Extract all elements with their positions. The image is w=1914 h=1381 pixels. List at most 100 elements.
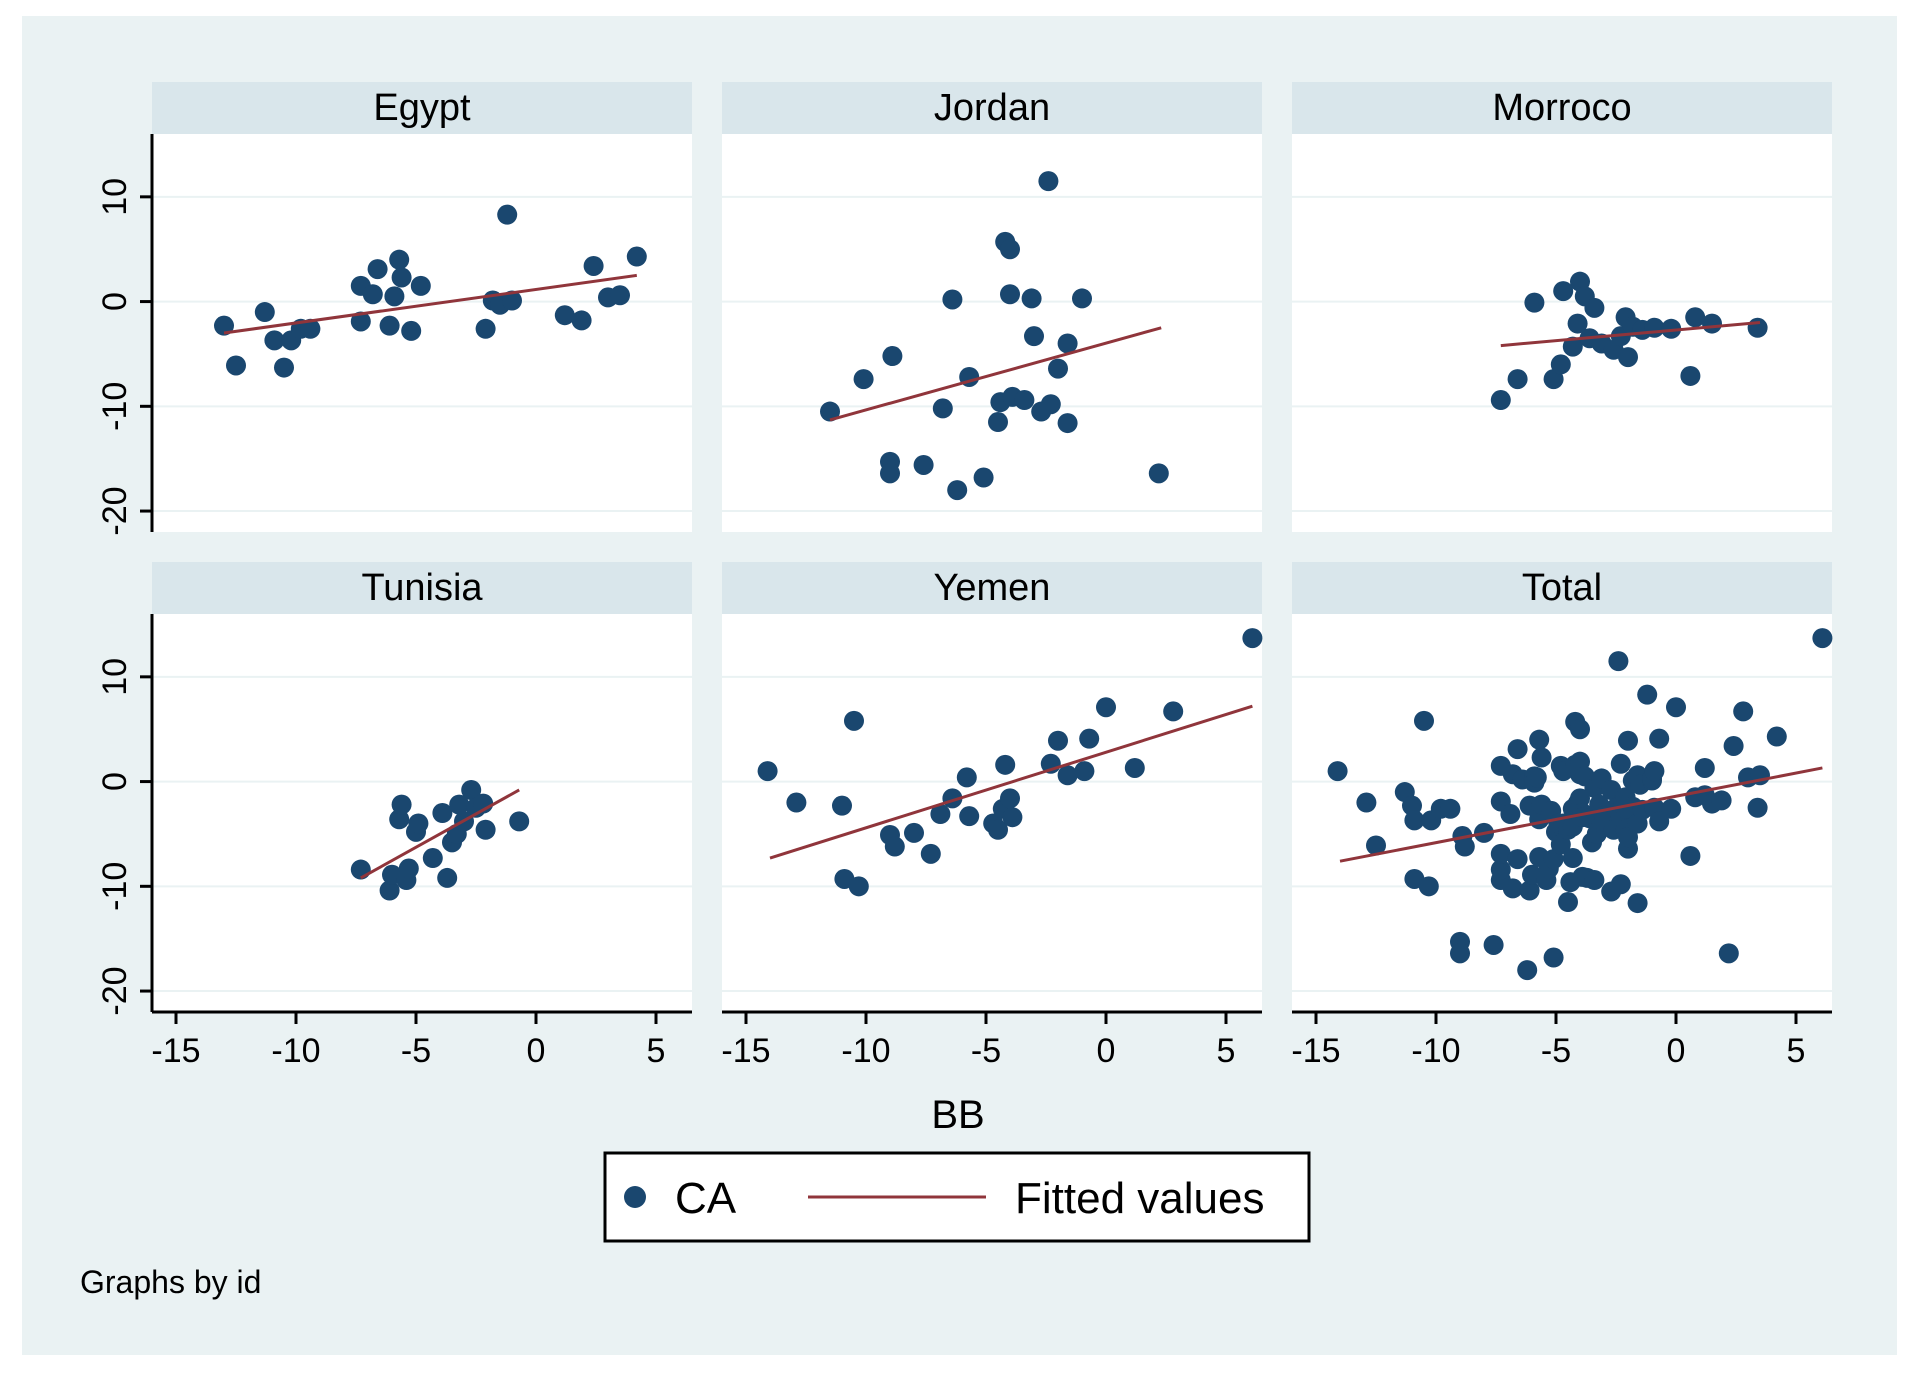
data-point-yemen [884,836,905,857]
x-tick-label: -15 [1291,1032,1340,1070]
data-point-total [1519,880,1540,901]
data-point-total [1733,701,1754,722]
data-point-egypt [379,315,400,336]
data-point-tunisia [379,880,400,901]
y-tick-label: 10 [96,178,134,216]
plot-area-tunisia [152,614,692,1012]
data-point-jordan [882,346,903,367]
data-point-yemen [995,754,1016,775]
data-point-tunisia [422,848,443,869]
plot-area-egypt [152,134,692,532]
y-tick-label: 10 [96,658,134,696]
data-point-total [1490,843,1511,864]
data-point-yemen [1242,628,1263,649]
data-point-total [1570,719,1590,740]
data-point-jordan [880,463,900,484]
plot-area-morroco [1292,134,1832,532]
data-point-total [1440,798,1461,819]
data-point-yemen [904,822,924,843]
data-point-total [1418,876,1439,897]
x-tick-label: 5 [1787,1032,1806,1070]
data-point-tunisia [391,794,412,815]
data-point-egypt [367,259,388,280]
data-point-total [1450,943,1470,964]
data-point-morroco [1618,347,1638,368]
data-point-total [1502,878,1523,899]
panel-title-egypt: Egypt [373,87,471,129]
data-point-total [1644,761,1665,782]
panel-title-yemen: Yemen [934,567,1051,609]
data-point-jordan [913,454,934,475]
graphs-by-note: Graphs by id [80,1264,261,1300]
x-tick-label: -15 [721,1032,770,1070]
panel-header-egypt [152,82,692,134]
fitted-line-yemen [769,704,1253,860]
data-point-egypt [497,204,518,225]
data-point-morroco [1702,313,1722,334]
data-point-tunisia [461,779,482,800]
data-point-total [1543,947,1564,968]
data-point-total [1531,747,1552,768]
data-point-egypt [300,318,321,339]
data-point-egypt [610,285,630,306]
x-tick-label: -10 [841,1032,890,1070]
data-point-jordan [1048,358,1068,379]
x-tick-label: -5 [401,1032,431,1070]
data-point-yemen [1163,701,1184,722]
data-point-egypt [214,315,234,336]
fitted-line-egypt [223,273,638,335]
x-tick-label: -15 [151,1032,200,1070]
data-point-total [1610,753,1631,774]
x-tick-label: 0 [1097,1032,1116,1070]
data-point-jordan [988,412,1008,433]
y-tick-label: 0 [96,292,134,311]
data-point-total [1747,797,1768,818]
data-point-morroco [1507,369,1528,390]
data-point-yemen [959,806,980,827]
data-point-yemen [1124,757,1145,778]
data-point-morroco [1661,318,1682,339]
x-axis-tunisia: -15 -10 -5 0 5 [151,1010,692,1070]
panel-title-tunisia: Tunisia [361,567,483,609]
data-point-jordan [1040,394,1061,415]
data-point-total [1718,943,1739,964]
data-point-yemen [1096,697,1116,718]
data-point-jordan [820,401,840,422]
data-point-yemen [930,804,951,825]
data-point-yemen [848,876,869,897]
data-point-tunisia [509,811,530,832]
panel-header-tunisia [152,562,692,614]
data-point-morroco [1685,307,1706,328]
data-point-total [1608,651,1629,672]
data-point-jordan [1000,239,1020,260]
data-point-total [1402,795,1422,816]
data-point-total [1507,849,1528,870]
data-point-jordan [853,369,874,390]
data-point-jordan [947,480,968,501]
x-tick-label: -10 [1411,1032,1460,1070]
data-point-egypt [254,302,275,323]
x-axis-total: -15 -10 -5 0 5 [1291,1010,1832,1070]
data-point-egypt [391,267,412,288]
panels-group: Egypt Jordan Morroco Tunisia Yemen Total [152,82,1833,1012]
data-point-jordan [1148,463,1169,484]
data-point-total [1649,728,1670,749]
data-point-yemen [1079,728,1100,749]
data-point-jordan [932,398,953,419]
data-point-jordan [1057,413,1078,434]
data-point-yemen [988,819,1008,840]
data-point-total [1680,845,1701,866]
x-tick-label: 5 [1217,1032,1236,1070]
x-tick-label: 5 [647,1032,666,1070]
data-point-morroco [1562,336,1583,357]
panel-jordan: Jordan [722,82,1262,532]
data-point-yemen [832,795,852,816]
data-point-total [1490,859,1511,880]
plot-area-jordan [722,134,1262,532]
data-point-egypt [362,284,383,305]
data-point-total [1404,810,1425,831]
data-point-total [1723,735,1744,756]
data-point-egypt [475,318,496,339]
